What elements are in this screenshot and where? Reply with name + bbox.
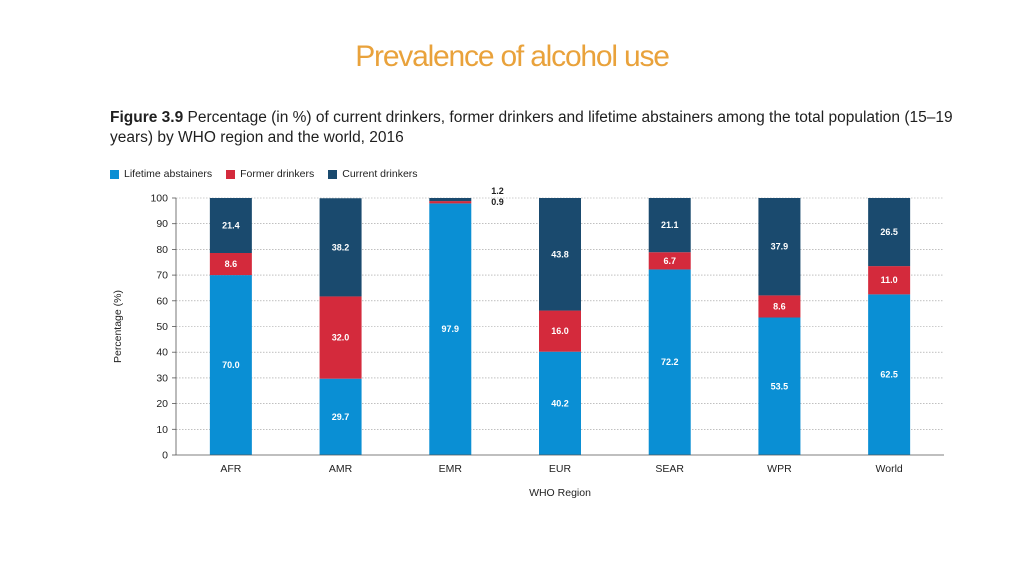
bar-world-lifetime-abstainers bbox=[868, 294, 911, 455]
y-tick-label: 70 bbox=[156, 270, 168, 282]
y-tick-label: 30 bbox=[156, 372, 168, 384]
bar-wpr-lifetime-abstainers bbox=[758, 317, 801, 455]
data-label: 11.0 bbox=[881, 275, 898, 285]
bar-world-former-drinkers bbox=[868, 266, 911, 295]
legend-swatch-current-drinkers bbox=[328, 169, 338, 179]
data-label: 26.5 bbox=[880, 227, 898, 237]
data-label: 40.2 bbox=[551, 398, 569, 408]
bar-wpr-former-drinkers bbox=[758, 295, 801, 318]
x-tick-label: SEAR bbox=[655, 463, 684, 475]
data-label: 8.6 bbox=[773, 301, 786, 311]
data-label: 38.2 bbox=[332, 242, 350, 252]
data-label: 53.5 bbox=[771, 381, 789, 391]
bar-amr-current-drinkers bbox=[319, 198, 362, 297]
legend-item-lifetime-abstainers: Lifetime abstainers bbox=[110, 168, 212, 180]
y-tick-label: 80 bbox=[156, 244, 168, 256]
legend-label-former-drinkers: Former drinkers bbox=[240, 168, 315, 180]
bar-amr-former-drinkers bbox=[319, 296, 362, 379]
legend-label-current-drinkers: Current drinkers bbox=[342, 168, 418, 180]
y-tick-label: 50 bbox=[156, 321, 168, 333]
bar-wpr-current-drinkers bbox=[758, 198, 801, 296]
bar-world-current-drinkers bbox=[868, 198, 911, 267]
bar-emr-former-drinkers bbox=[429, 201, 472, 204]
data-label: 37.9 bbox=[771, 242, 789, 252]
x-tick-label: EUR bbox=[549, 463, 572, 475]
x-axis-title: WHO Region bbox=[529, 487, 591, 499]
bar-eur-lifetime-abstainers bbox=[539, 351, 581, 455]
y-tick-label: 40 bbox=[156, 347, 168, 359]
legend-item-former-drinkers: Former drinkers bbox=[226, 168, 314, 180]
x-tick-label: WPR bbox=[767, 463, 792, 475]
data-label: 6.7 bbox=[663, 256, 676, 266]
bar-eur-current-drinkers bbox=[539, 198, 581, 311]
y-tick-label: 60 bbox=[156, 295, 168, 307]
bar-sear-lifetime-abstainers bbox=[648, 269, 691, 455]
data-label: 8.6 bbox=[225, 259, 238, 269]
bar-amr-lifetime-abstainers bbox=[319, 378, 362, 455]
data-label: 70.0 bbox=[222, 360, 240, 370]
bar-sear-current-drinkers bbox=[648, 198, 691, 253]
bar-afr-former-drinkers bbox=[209, 252, 252, 276]
data-label: 97.9 bbox=[442, 324, 460, 334]
bar-afr-lifetime-abstainers bbox=[209, 275, 252, 455]
chart-legend: Lifetime abstainers Former drinkers Curr… bbox=[110, 168, 418, 180]
data-label: 16.0 bbox=[551, 326, 569, 336]
data-label: 72.2 bbox=[661, 357, 679, 367]
figure-caption: Figure 3.9 Percentage (in %) of current … bbox=[110, 108, 970, 148]
x-tick-label: AFR bbox=[220, 463, 241, 475]
y-tick-label: 10 bbox=[156, 424, 168, 436]
slide-title: Prevalence of alcohol use bbox=[355, 40, 670, 73]
x-tick-label: World bbox=[876, 463, 903, 475]
x-tick-label: AMR bbox=[329, 463, 353, 475]
y-tick-label: 90 bbox=[156, 218, 168, 230]
data-label: 21.4 bbox=[222, 220, 240, 230]
data-label: 43.8 bbox=[551, 249, 569, 259]
legend-label-lifetime-abstainers: Lifetime abstainers bbox=[124, 168, 213, 180]
y-tick-label: 100 bbox=[150, 193, 168, 205]
data-label: 29.7 bbox=[332, 412, 350, 422]
legend-swatch-former-drinkers bbox=[226, 169, 236, 179]
legend-item-current-drinkers: Current drinkers bbox=[328, 168, 418, 180]
data-label: 32.0 bbox=[332, 333, 350, 343]
data-label: 62.5 bbox=[880, 370, 898, 380]
y-tick-label: 0 bbox=[162, 450, 168, 462]
bar-afr-current-drinkers bbox=[209, 198, 252, 253]
bar-emr-current-drinkers bbox=[429, 198, 472, 202]
x-tick-label: EMR bbox=[439, 463, 463, 475]
figure-caption-text: Percentage (in %) of current drinkers, f… bbox=[110, 109, 953, 146]
y-tick-label: 20 bbox=[156, 398, 168, 410]
data-label: 1.2 bbox=[491, 186, 504, 196]
y-axis-title: Percentage (%) bbox=[112, 290, 124, 363]
data-label: 21.1 bbox=[661, 220, 679, 230]
bar-eur-former-drinkers bbox=[539, 310, 581, 352]
data-label: 0.9 bbox=[491, 197, 504, 207]
bar-sear-former-drinkers bbox=[648, 252, 691, 270]
legend-swatch-lifetime-abstainers bbox=[110, 169, 119, 179]
bar-emr-lifetime-abstainers bbox=[429, 203, 472, 455]
figure-number: Figure 3.9 bbox=[110, 109, 184, 126]
